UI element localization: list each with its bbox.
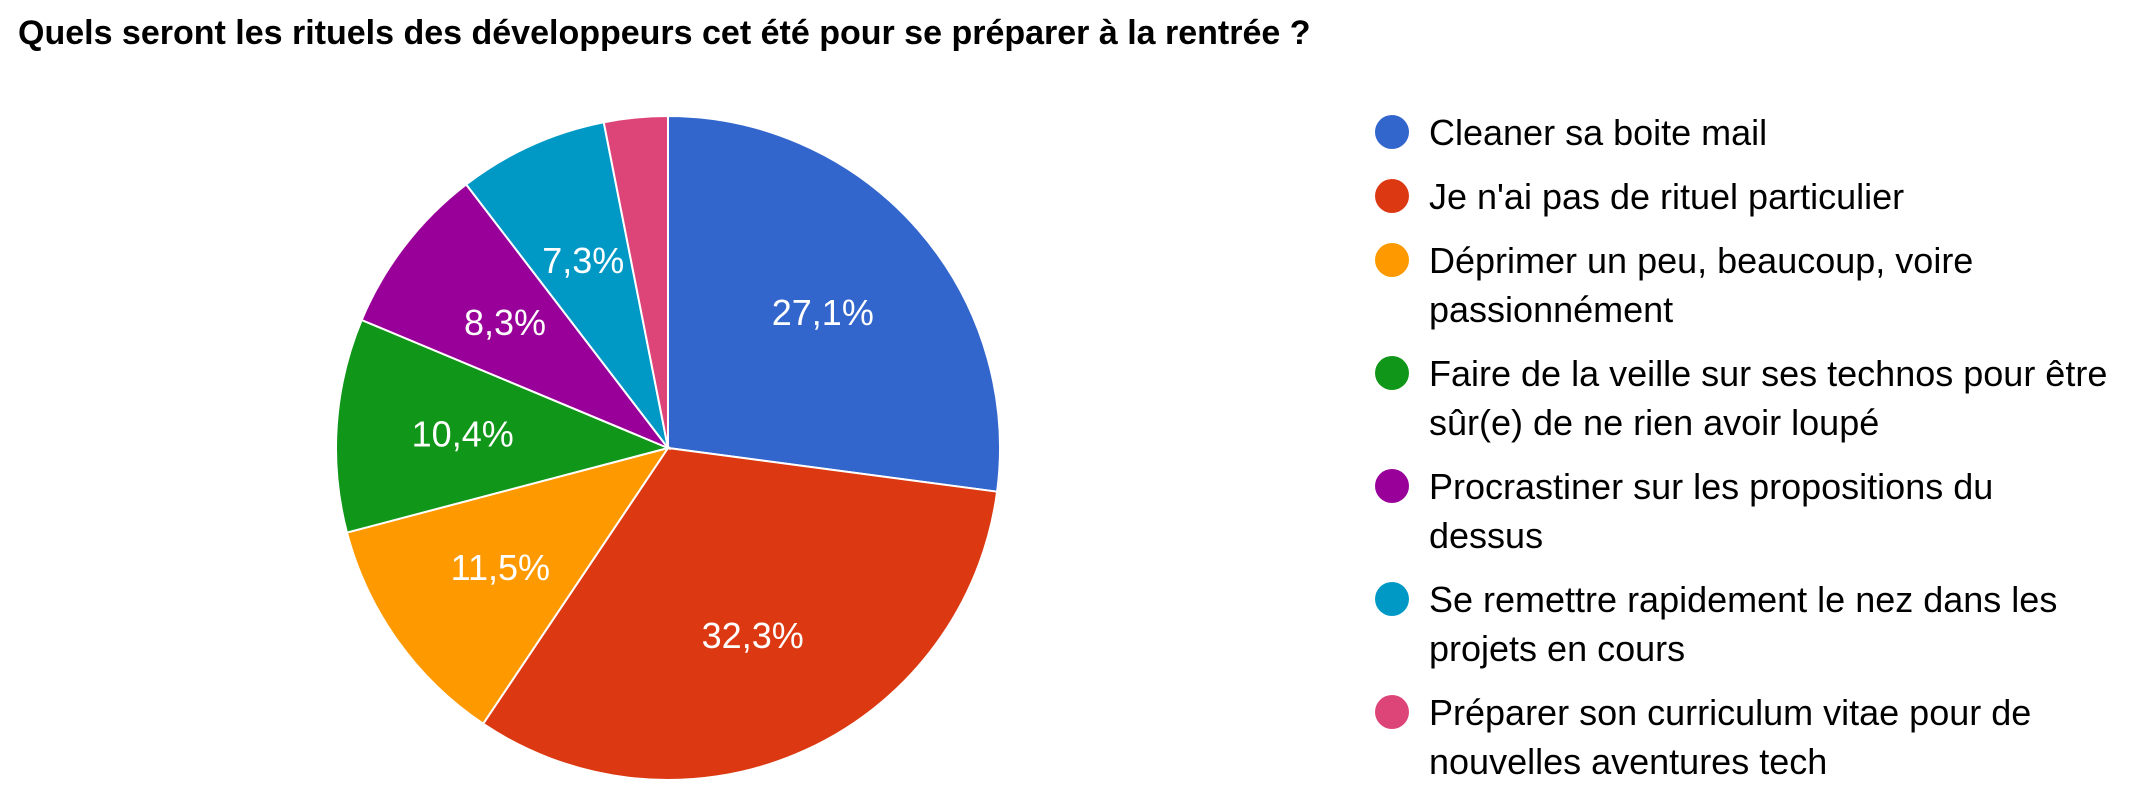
pie-slice-label-2: 11,5% bbox=[451, 547, 550, 588]
legend-label-0: Cleaner sa boite mail bbox=[1429, 112, 1768, 153]
pie-slices bbox=[335, 114, 1001, 781]
pie-slice-6[interactable] bbox=[602, 114, 669, 449]
pie-slice-label-3: 10,4% bbox=[412, 413, 514, 454]
legend-item-5[interactable]: Se remettre rapidement le nez dans les p… bbox=[1375, 575, 2115, 673]
legend-swatch-3 bbox=[1375, 356, 1409, 390]
pie-slice-labels: 27,1% 32,3% 11,5% 10,4% 8,3% 7,3% bbox=[412, 240, 874, 656]
pie-slice-1[interactable] bbox=[481, 446, 999, 781]
pie-slice-label-1: 32,3% bbox=[702, 615, 804, 656]
legend-swatch-0 bbox=[1375, 115, 1409, 149]
legend-swatch-5 bbox=[1375, 582, 1409, 616]
legend-swatch-1 bbox=[1375, 179, 1409, 213]
legend-label-2: Déprimer un peu, beaucoup, voire passion… bbox=[1429, 240, 1974, 330]
legend-label-5: Se remettre rapidement le nez dans les p… bbox=[1429, 579, 2058, 669]
legend-label-6: Préparer son curriculum vitae pour de no… bbox=[1429, 692, 2032, 782]
legend-swatch-2 bbox=[1375, 243, 1409, 277]
legend-item-3[interactable]: Faire de la veille sur ses technos pour … bbox=[1375, 349, 2115, 447]
pie-slice-2[interactable] bbox=[345, 446, 671, 726]
pie-slice-4[interactable] bbox=[360, 182, 672, 451]
legend-item-0[interactable]: Cleaner sa boite mail bbox=[1375, 108, 2115, 157]
legend-item-4[interactable]: Procrastiner sur les propositions du des… bbox=[1375, 462, 2115, 560]
chart-legend: Cleaner sa boite mail Je n'ai pas de ritu… bbox=[1375, 108, 2115, 801]
legend-item-6[interactable]: Préparer son curriculum vitae pour de no… bbox=[1375, 688, 2115, 786]
legend-swatch-4 bbox=[1375, 469, 1409, 503]
pie-slice-0[interactable] bbox=[667, 114, 1001, 493]
chart-title: Quels seront les rituels des développeur… bbox=[18, 14, 1311, 52]
legend-label-3: Faire de la veille sur ses technos pour … bbox=[1429, 353, 2108, 443]
legend-label-1: Je n'ai pas de rituel particulier bbox=[1429, 176, 1905, 217]
legend-item-2[interactable]: Déprimer un peu, beaucoup, voire passion… bbox=[1375, 236, 2115, 334]
pie-slice-label-5: 7,3% bbox=[542, 240, 624, 281]
pie-slice-label-4: 8,3% bbox=[464, 302, 546, 343]
legend-label-4: Procrastiner sur les propositions du des… bbox=[1429, 466, 1994, 556]
pie-slice-3[interactable] bbox=[335, 318, 672, 534]
pie-slice-label-0: 27,1% bbox=[772, 292, 874, 333]
legend-item-1[interactable]: Je n'ai pas de rituel particulier bbox=[1375, 172, 2115, 221]
legend-swatch-6 bbox=[1375, 695, 1409, 729]
pie-slice-5[interactable] bbox=[464, 121, 669, 449]
